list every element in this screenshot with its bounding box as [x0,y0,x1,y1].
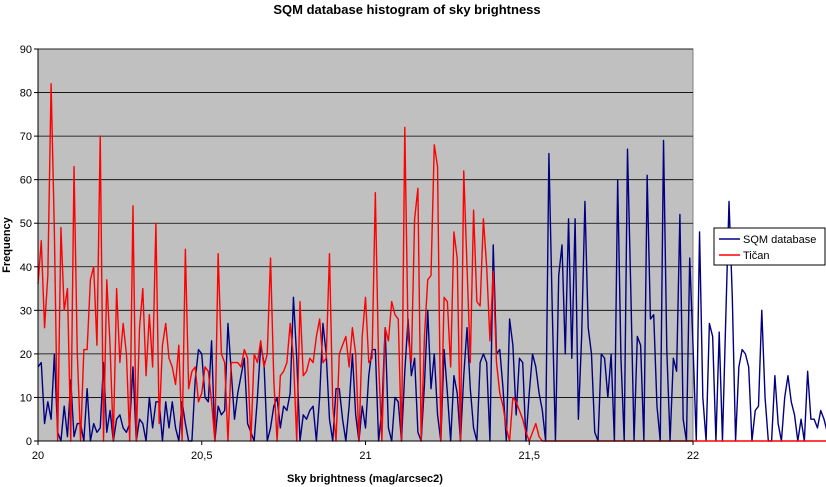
y-ticks: 0 10 20 30 40 50 60 70 80 90 [20,44,38,448]
y-tick-label: 20 [20,349,32,361]
legend: SQM database Tičan [713,227,826,266]
y-tick-label: 70 [20,131,32,143]
y-tick-label: 30 [20,305,32,317]
x-axis-label: Sky brightness (mag/arcsec2) [287,473,443,485]
y-tick-label: 60 [20,175,32,187]
y-axis-label: Frequency [1,216,13,273]
y-tick-label: 80 [20,88,32,100]
y-tick-label: 10 [20,392,32,404]
series-line-1 [37,83,826,442]
y-tick-label: 50 [20,218,32,230]
x-tick-label: 22 [687,450,699,462]
chart-title: SQM database histogram of sky brightness [273,2,540,17]
y-tick-label: 0 [26,436,32,448]
x-tick-label: 20 [32,450,44,462]
x-tick-label: 21,5 [519,450,540,462]
y-tick-label: 40 [20,262,32,274]
legend-box [713,227,826,266]
x-ticks: 20 20,5 21 21,5 22 [32,441,699,462]
x-tick-label: 21 [359,450,371,462]
legend-label-sqm-database: SQM database [743,234,816,246]
x-tick-label: 20,5 [191,450,212,462]
plot-area [37,48,694,442]
legend-label-tican: Tičan [743,250,770,262]
y-tick-label: 90 [20,44,32,56]
